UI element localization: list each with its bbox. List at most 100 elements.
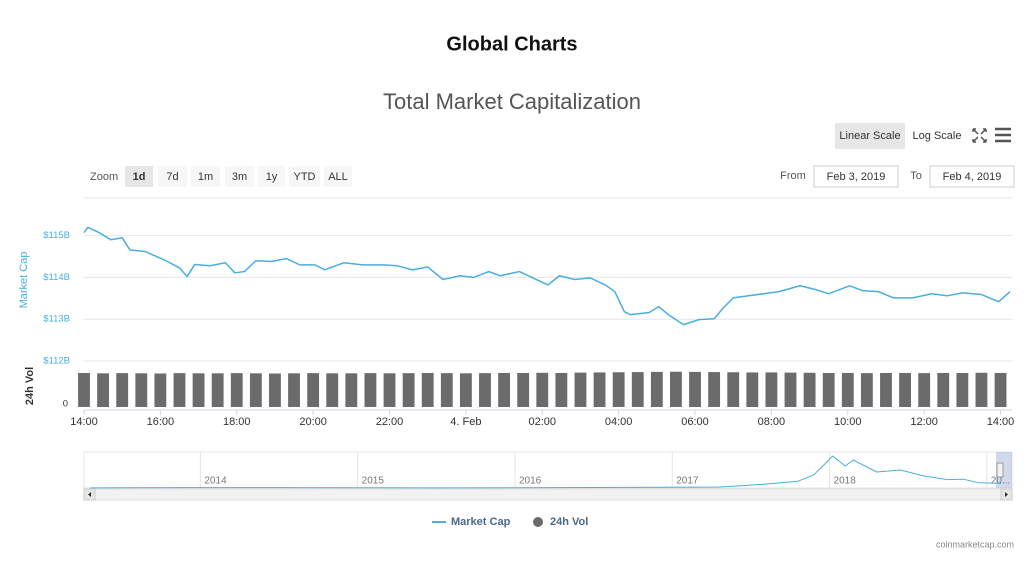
to-date[interactable]: Feb 4, 2019	[943, 171, 1002, 183]
volume-bar	[937, 372, 950, 407]
legend-dot	[533, 517, 543, 527]
x-tick-label: 02:00	[529, 416, 557, 428]
volume-bar	[459, 373, 472, 407]
volume-bar	[612, 372, 625, 407]
fullscreen-icon[interactable]	[972, 128, 987, 143]
volume-bar	[364, 373, 377, 407]
vol-axis-title: 24h Vol	[24, 367, 36, 405]
volume-bar	[765, 372, 778, 407]
zoom-button[interactable]	[289, 166, 320, 187]
navigator-tick-label: 2018	[834, 476, 857, 487]
scroll-left-arrow	[88, 492, 91, 497]
volume-bar	[116, 373, 129, 407]
y-tick-label: $115B	[43, 230, 70, 241]
volume-bar	[536, 372, 549, 407]
legend-label[interactable]: Market Cap	[451, 516, 511, 528]
volume-bar	[383, 373, 396, 407]
to-input[interactable]	[929, 165, 1015, 188]
volume-bar	[727, 372, 740, 407]
navigator-tick-label: 2015	[362, 476, 385, 487]
volume-bar	[345, 373, 358, 407]
volume-bar	[97, 373, 110, 407]
linear-scale-label[interactable]: Linear Scale	[839, 130, 900, 142]
x-tick-label: 4. Feb	[450, 416, 481, 428]
x-tick-label: 14:00	[70, 416, 98, 428]
volume-bar	[288, 373, 300, 407]
page-title: Global Charts	[446, 33, 577, 55]
volume-bar	[555, 372, 568, 407]
volume-bar	[230, 373, 243, 407]
navigator-tick-label: 2017	[676, 476, 699, 487]
zoom-button[interactable]	[324, 166, 352, 187]
volume-bar	[326, 373, 339, 407]
volume-bar	[211, 373, 224, 407]
from-date[interactable]: Feb 3, 2019	[827, 171, 886, 183]
linear-scale-button[interactable]	[835, 123, 905, 149]
zoom-button[interactable]	[225, 166, 254, 187]
volume-bar	[650, 371, 663, 407]
zoom-button-label[interactable]: ALL	[328, 171, 348, 183]
zoom-button[interactable]	[158, 166, 187, 187]
y-tick-label: $114B	[43, 272, 70, 283]
zoom-button-label[interactable]: YTD	[294, 171, 316, 183]
x-tick-label: 04:00	[605, 416, 633, 428]
volume-bar	[708, 372, 721, 407]
to-label: To	[910, 170, 922, 182]
volume-bar	[173, 373, 186, 407]
zoom-button-label[interactable]: 1m	[198, 171, 213, 183]
volume-bar	[784, 372, 797, 407]
log-scale-label[interactable]: Log Scale	[913, 130, 962, 142]
volume-bar	[78, 372, 90, 407]
vol-tick-label: 0	[63, 399, 68, 410]
volume-bar	[135, 373, 148, 407]
zoom-button-label[interactable]: 7d	[166, 171, 178, 183]
zoom-button-label[interactable]: 1y	[266, 171, 278, 183]
zoom-button-label[interactable]: 3m	[232, 171, 247, 183]
volume-bar	[249, 373, 262, 407]
volume-bar	[498, 372, 511, 407]
volume-bar	[918, 373, 931, 407]
zoom-button-label[interactable]: 1d	[133, 171, 146, 183]
from-label: From	[780, 170, 806, 182]
x-tick-label: 18:00	[223, 416, 251, 428]
scroll-right-arrow	[1005, 492, 1008, 497]
series-line	[83, 226, 1011, 326]
zoom-label: Zoom	[90, 171, 118, 183]
volume-bar	[307, 373, 320, 407]
navigator-frame	[83, 451, 1013, 489]
x-tick-label: 20:00	[299, 416, 327, 428]
volume-bar	[479, 373, 491, 407]
from-input[interactable]	[813, 165, 899, 188]
y-tick-label: $112B	[43, 356, 70, 367]
volume-bar	[421, 372, 434, 407]
menu-icon[interactable]	[995, 127, 1011, 143]
volume-bar	[670, 371, 682, 407]
zoom-button[interactable]	[125, 166, 153, 187]
navigator-handle[interactable]	[996, 462, 1004, 478]
volume-bar	[402, 373, 415, 407]
volume-bar	[746, 372, 759, 407]
legend-label[interactable]: 24h Vol	[550, 516, 588, 528]
volume-bar	[154, 373, 167, 407]
x-tick-label: 10:00	[834, 416, 862, 428]
volume-bar	[956, 372, 969, 407]
y-axis-title: Market Cap	[18, 252, 30, 309]
zoom-button[interactable]	[258, 166, 285, 187]
volume-bar	[192, 373, 205, 407]
volume-bar	[822, 372, 835, 407]
navigator-window[interactable]	[996, 452, 1012, 488]
navigator-tick-label: 2014	[204, 476, 227, 487]
x-tick-label: 14:00	[987, 416, 1015, 428]
volume-bar	[689, 371, 701, 407]
x-tick-label: 22:00	[376, 416, 404, 428]
scrollbar-track[interactable]	[83, 488, 1013, 501]
volume-bar	[994, 372, 1007, 407]
volume-bar	[841, 372, 854, 407]
y-tick-label: $113B	[43, 314, 70, 325]
zoom-button[interactable]	[191, 166, 220, 187]
volume-bar	[269, 373, 281, 407]
chart-title: Total Market Capitalization	[383, 89, 641, 114]
x-tick-label: 16:00	[147, 416, 175, 428]
navigator-tick-label: 20...	[991, 476, 1010, 487]
